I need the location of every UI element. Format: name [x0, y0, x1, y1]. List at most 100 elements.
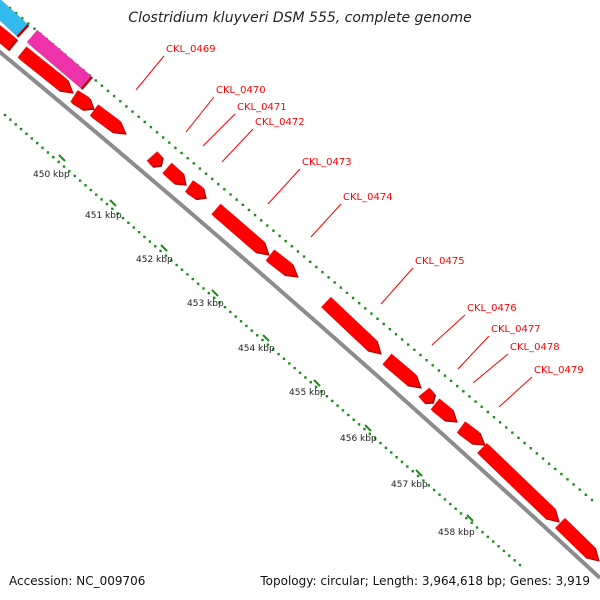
tick-dot: [422, 479, 425, 482]
tick-dot: [253, 213, 257, 217]
tick-dot: [19, 127, 23, 131]
kbp-axis-labels: 450 kbp 451 kbp 452 kbp 453 kbp 454 kbp 455 k…: [33, 170, 475, 538]
gene-arrow[interactable]: [265, 249, 297, 276]
tick-dot: [241, 203, 244, 206]
tick-dot: [229, 193, 232, 196]
gene-label[interactable]: CKL_0471: [237, 102, 287, 113]
gene-arrow[interactable]: [70, 90, 93, 110]
tick-dot: [443, 374, 447, 377]
tick-dot: [121, 216, 125, 220]
tick-dot: [554, 467, 557, 471]
tick-dot: [94, 79, 97, 82]
tick-dot: [149, 125, 153, 129]
tick-dot: [486, 410, 490, 414]
cyan-feature[interactable]: [0, 0, 28, 36]
accession-text: Accession: NC_009706: [9, 574, 146, 588]
gene-arrow[interactable]: [185, 180, 205, 199]
major-tick: [109, 199, 117, 207]
tick-dot: [105, 202, 109, 206]
gene-arrow[interactable]: [162, 162, 185, 184]
gene-leader-line: [472, 353, 509, 384]
tick-dot: [290, 245, 294, 248]
gene-label[interactable]: CKL_0472: [255, 117, 305, 128]
gene-arrow[interactable]: [89, 104, 125, 133]
tick-dot: [186, 273, 189, 276]
kbp-tick-label: 455 kbp: [289, 388, 326, 398]
tick-dot: [345, 291, 349, 295]
tick-dot: [161, 136, 165, 139]
kbp-tick-label: 453 kbp: [187, 299, 224, 309]
tick-dot: [288, 362, 291, 365]
gene-arrow[interactable]: [0, 25, 17, 50]
gene-arrow[interactable]: [418, 387, 435, 403]
gene-label[interactable]: CKL_0476: [467, 303, 517, 314]
tick-dot: [143, 235, 146, 239]
tick-dot: [498, 421, 502, 424]
tick-dot: [321, 270, 324, 274]
tick-dot: [560, 472, 563, 476]
tick-dot: [21, 17, 24, 20]
gene-arrow[interactable]: [146, 151, 163, 167]
tick-dot: [475, 526, 479, 529]
tick-dot: [459, 512, 463, 515]
gene-arrow[interactable]: [456, 421, 484, 444]
tick-dot: [547, 462, 551, 465]
tick-dot: [186, 156, 189, 160]
tick-dot: [137, 230, 141, 234]
tick-dot: [437, 369, 441, 372]
gene-label[interactable]: CKL_0479: [534, 365, 584, 376]
tick-dot: [363, 427, 366, 431]
genome-summary-text: Topology: circular; Length: 3,964,618 bp…: [260, 574, 590, 588]
gene-arrow[interactable]: [321, 296, 380, 353]
tick-dot: [315, 265, 318, 269]
gene-arrow[interactable]: [430, 398, 456, 421]
gene-arrow[interactable]: [382, 353, 420, 387]
tick-dot: [358, 302, 361, 305]
tick-dot: [218, 301, 221, 304]
pink-feature[interactable]: [26, 29, 92, 89]
tick-dot: [41, 146, 44, 150]
tick-dot: [266, 343, 270, 346]
tick-dot: [180, 268, 184, 271]
tick-dot: [390, 451, 393, 454]
gene-label[interactable]: CKL_0473: [302, 157, 352, 168]
tick-dot: [234, 315, 237, 318]
tick-dot: [347, 413, 350, 417]
kbp-tick-label: 458 kbp: [438, 528, 475, 538]
tick-dot: [272, 348, 275, 351]
tick-dot: [46, 151, 50, 154]
gene-arrow[interactable]: [555, 517, 598, 560]
tick-dot: [272, 229, 275, 232]
tick-dot: [470, 521, 473, 525]
gene-label[interactable]: CKL_0475: [415, 256, 465, 267]
kbp-tick-label: 456 kbp: [340, 434, 377, 444]
gene-leader-line: [310, 203, 342, 238]
gene-label[interactable]: CKL_0470: [216, 85, 266, 96]
tick-dot: [282, 357, 286, 360]
tick-dot: [235, 198, 238, 201]
tick-dot: [497, 545, 500, 548]
gene-leader-line: [185, 96, 215, 133]
gene-label[interactable]: CKL_0477: [491, 324, 541, 335]
tick-dot: [480, 405, 483, 408]
genome-backbone: [0, 49, 600, 580]
gene-arrow[interactable]: [211, 203, 268, 254]
gene-label[interactable]: CKL_0474: [343, 192, 393, 203]
tick-dot: [148, 240, 152, 243]
major-tick: [415, 469, 423, 477]
tick-dot: [27, 22, 30, 25]
tick-dot: [175, 263, 178, 267]
gene-arrow[interactable]: [17, 46, 72, 92]
tick-dot: [502, 549, 506, 553]
gene-label[interactable]: CKL_0478: [510, 342, 560, 353]
tick-dot: [125, 105, 128, 108]
gene-leader-line: [221, 128, 254, 163]
tick-dot: [351, 296, 355, 300]
gene-label[interactable]: CKL_0469: [166, 44, 216, 55]
tick-dot: [511, 431, 514, 434]
map-title: Clostridium kluyveri DSM 555, complete g…: [128, 10, 472, 26]
gene-arrow[interactable]: [477, 442, 558, 521]
kbp-tick-label: 450 kbp: [33, 170, 70, 180]
tick-dot: [202, 287, 205, 290]
tick-dot: [239, 320, 243, 323]
